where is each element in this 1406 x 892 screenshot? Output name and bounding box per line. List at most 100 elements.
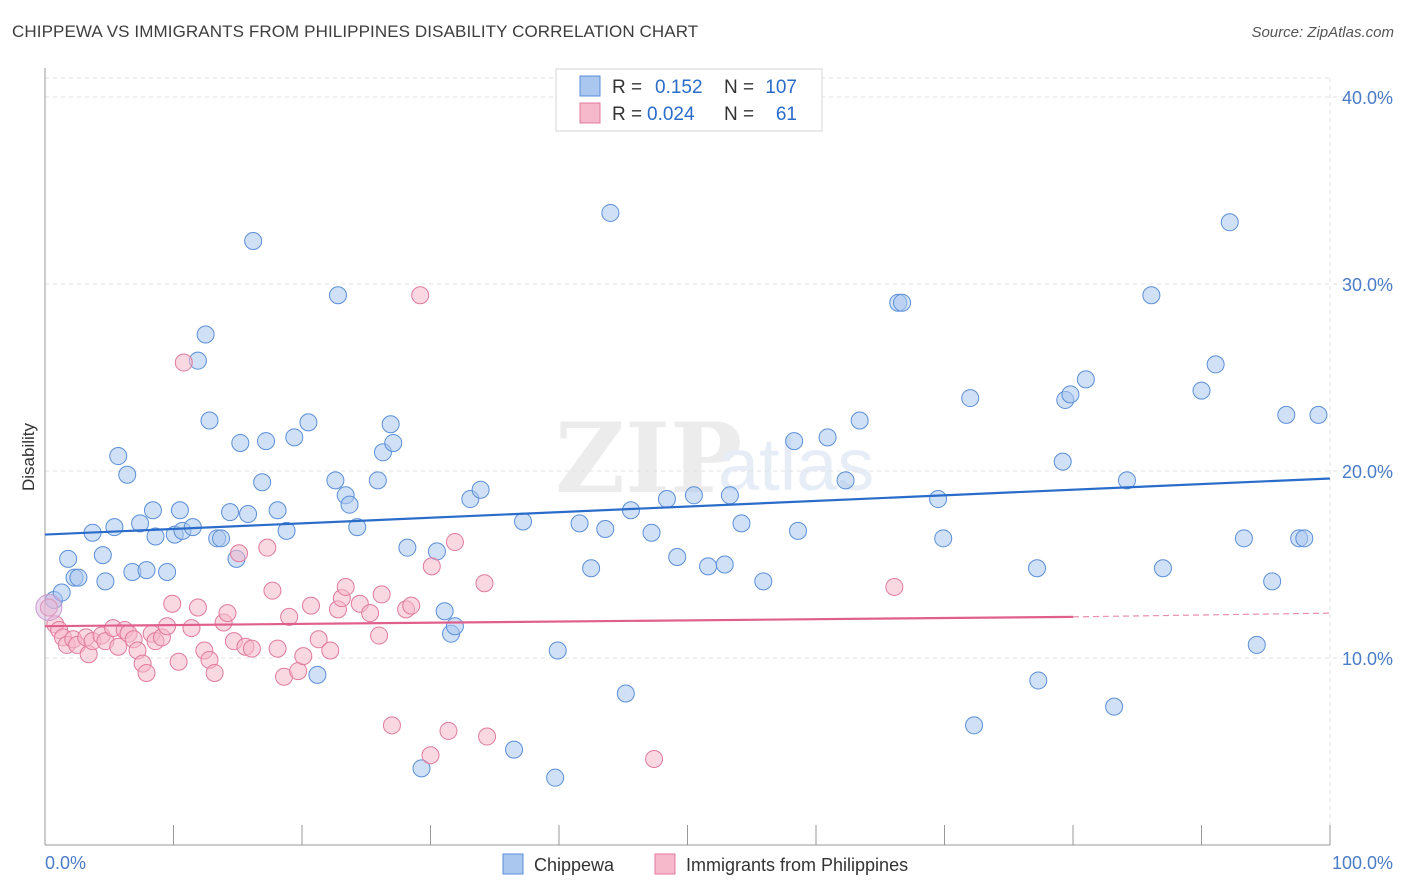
point-chippewa-13 — [137, 561, 156, 580]
point-philippines-62 — [475, 574, 494, 593]
point-chippewa-68 — [684, 486, 703, 505]
point-chippewa-18 — [170, 501, 189, 520]
point-chippewa-57 — [546, 768, 565, 787]
point-philippines-25 — [169, 652, 188, 671]
legend-bottom-swatch-philippines — [654, 853, 676, 875]
point-chippewa-78 — [850, 411, 869, 430]
point-philippines-24 — [163, 594, 182, 613]
point-philippines-47 — [321, 641, 340, 660]
point-chippewa-104 — [1309, 405, 1328, 424]
point-philippines-13 — [109, 637, 128, 656]
y-tick-label-0: 10.0% — [1342, 649, 1393, 669]
point-chippewa-45 — [381, 415, 400, 434]
point-philippines-19 — [137, 663, 156, 682]
legend-n-value-2: 61 — [776, 104, 797, 125]
legend-swatch-philippines — [579, 102, 601, 124]
point-chippewa-98 — [1234, 529, 1253, 548]
point-philippines-26 — [174, 353, 193, 372]
point-chippewa-69 — [699, 557, 718, 576]
point-philippines-40 — [268, 639, 287, 658]
point-chippewa-71 — [720, 486, 739, 505]
point-philippines-27 — [182, 619, 201, 638]
point-chippewa-42 — [348, 518, 367, 537]
legend-r-label-2: R = — [612, 104, 642, 125]
point-chippewa-62 — [601, 203, 620, 222]
point-chippewa-29 — [239, 505, 258, 524]
point-chippewa-91 — [1105, 697, 1124, 716]
point-chippewa-90 — [1076, 370, 1095, 389]
y-tick-label-2: 30.0% — [1342, 275, 1393, 295]
point-chippewa-50 — [435, 602, 454, 621]
point-chippewa-67 — [668, 548, 687, 567]
point-chippewa-16 — [158, 562, 177, 581]
point-chippewa-4 — [69, 568, 88, 587]
point-philippines-57 — [402, 596, 421, 615]
point-chippewa-59 — [570, 514, 589, 533]
point-philippines-61 — [445, 533, 464, 552]
point-philippines-64 — [422, 557, 441, 576]
point-chippewa-65 — [642, 523, 661, 542]
point-chippewa-30 — [244, 231, 263, 250]
point-chippewa-47 — [398, 538, 417, 557]
point-chippewa-55 — [505, 740, 524, 759]
point-philippines-39 — [263, 581, 282, 600]
point-philippines-43 — [289, 662, 308, 681]
point-chippewa-1 — [52, 583, 71, 602]
legend-swatch-chippewa — [579, 75, 601, 97]
point-chippewa-54 — [471, 480, 490, 499]
point-philippines-52 — [361, 604, 380, 623]
watermark-zip: ZIP — [555, 402, 742, 515]
trend-line-philippines — [44, 615, 1074, 628]
point-philippines-66 — [885, 577, 904, 596]
point-chippewa-63 — [616, 684, 635, 703]
point-chippewa-70 — [715, 555, 734, 574]
point-chippewa-95 — [1192, 381, 1211, 400]
point-philippines-35 — [230, 544, 249, 563]
point-chippewa-14 — [143, 501, 162, 520]
chart-title: CHIPPEWA VS IMMIGRANTS FROM PHILIPPINES … — [12, 22, 699, 41]
point-chippewa-72 — [732, 514, 751, 533]
point-chippewa-39 — [328, 286, 347, 305]
point-chippewa-99 — [1247, 635, 1266, 654]
point-chippewa-48 — [412, 759, 431, 778]
point-chippewa-41 — [340, 495, 359, 514]
point-philippines-54 — [372, 585, 391, 604]
point-chippewa-43 — [368, 471, 387, 490]
watermark: ZIP atlas — [555, 402, 874, 515]
point-chippewa-15 — [146, 527, 165, 546]
point-chippewa-36 — [299, 413, 318, 432]
point-chippewa-12 — [131, 514, 150, 533]
point-philippines-42 — [280, 607, 299, 626]
point-chippewa-86 — [1029, 671, 1048, 690]
legend-bottom-label-philippines: Immigrants from Philippines — [686, 855, 908, 875]
point-chippewa-93 — [1142, 286, 1161, 305]
x-tick-label-0: 0.0% — [45, 853, 86, 873]
point-chippewa-34 — [277, 521, 296, 540]
point-chippewa-92 — [1117, 471, 1136, 490]
point-chippewa-84 — [965, 716, 984, 735]
point-philippines-65 — [645, 749, 664, 768]
point-philippines-55 — [382, 716, 401, 735]
x-tick-labels: 0.0% 100.0% — [45, 853, 1393, 873]
point-philippines-63 — [478, 727, 497, 746]
point-chippewa-46 — [384, 433, 403, 452]
point-chippewa-10 — [118, 465, 137, 484]
source-label: Source: ZipAtlas.com — [1251, 24, 1394, 41]
point-chippewa-32 — [257, 432, 276, 451]
point-chippewa-26 — [221, 503, 240, 522]
point-philippines-59 — [421, 746, 440, 765]
series-philippines — [35, 286, 904, 768]
legend-r-label-1: R = — [612, 77, 642, 98]
point-chippewa-9 — [109, 447, 128, 466]
axes — [44, 68, 1331, 846]
point-chippewa-103 — [1295, 529, 1314, 548]
point-philippines-58 — [411, 286, 430, 305]
point-chippewa-38 — [326, 471, 345, 490]
y-tick-label-1: 20.0% — [1342, 462, 1393, 482]
legend-n-label-2: N = — [724, 104, 754, 125]
legend-bottom-swatch-chippewa — [502, 853, 524, 875]
point-philippines-28 — [188, 598, 207, 617]
y-tick-labels: 10.0% 20.0% 30.0% 40.0% — [1342, 88, 1393, 669]
point-chippewa-85 — [1028, 559, 1047, 578]
